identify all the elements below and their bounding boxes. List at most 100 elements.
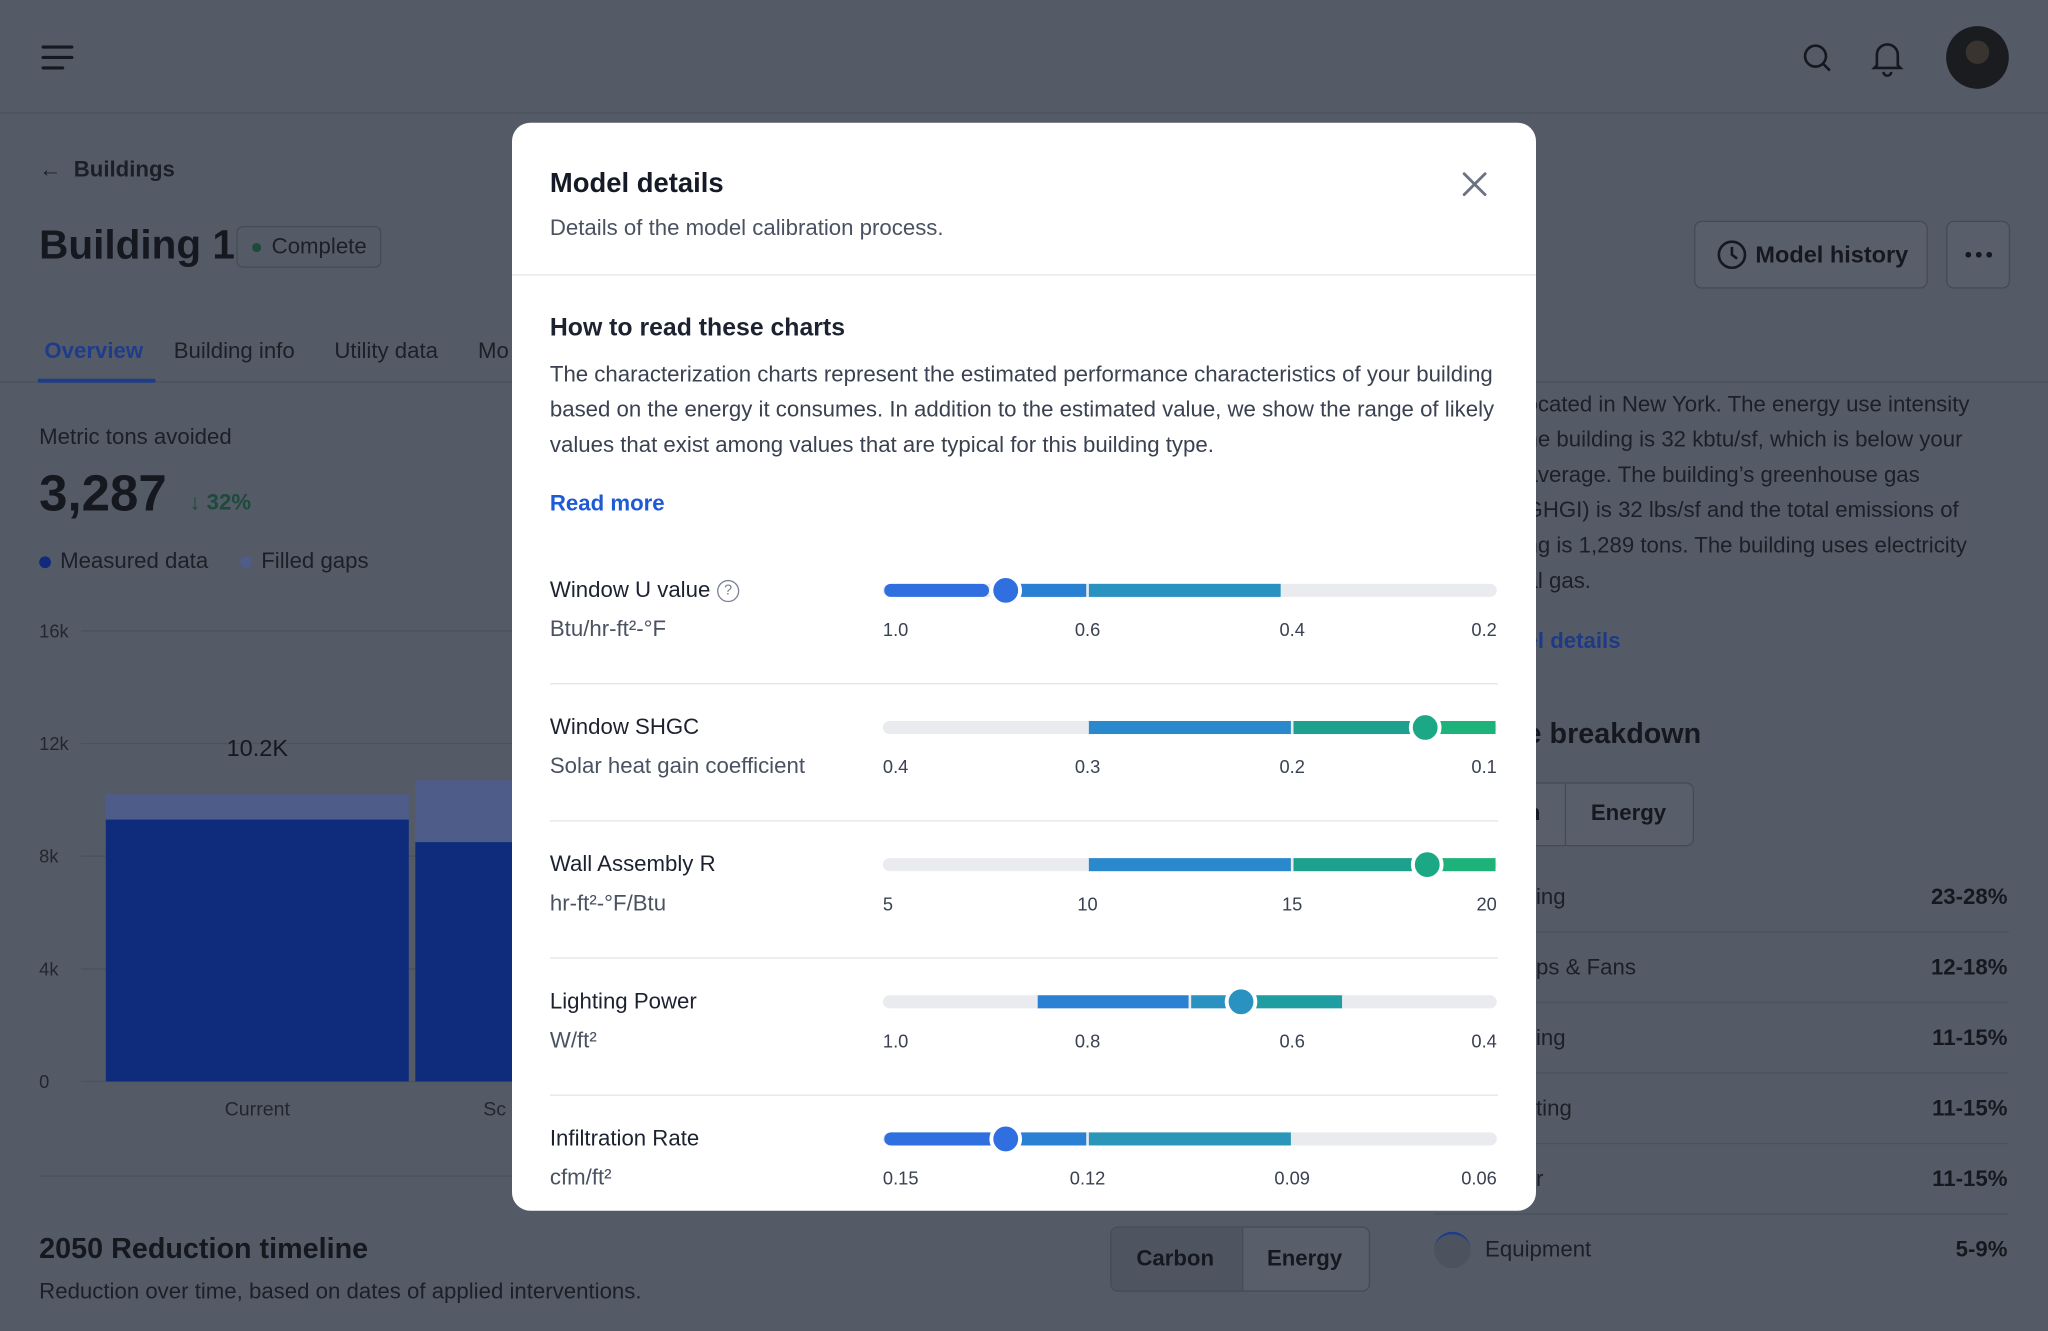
bar-segment — [415, 842, 523, 1082]
row-divider — [1434, 1142, 2009, 1145]
legend-label: Measured data — [60, 548, 209, 574]
tick-label: 0.12 — [1070, 1168, 1106, 1189]
modal-title: Model details — [549, 168, 724, 199]
back-link[interactable]: ← Buildings — [39, 156, 175, 182]
slider-unit: Solar heat gain coefficient — [549, 753, 805, 779]
timeline-tab[interactable]: Carbon — [1136, 1246, 1215, 1271]
tick-label: 0.06 — [1461, 1168, 1497, 1189]
tick-label: 0.1 — [1471, 756, 1496, 777]
estimate-marker — [989, 574, 1023, 607]
tab[interactable]: Building info — [173, 338, 295, 364]
close-button[interactable] — [1462, 171, 1488, 197]
bell-icon[interactable] — [1871, 43, 1904, 78]
slider-track — [882, 995, 1497, 1009]
row-label: ps & Fans — [1535, 954, 1636, 980]
x-tick-label: Current — [225, 1098, 291, 1120]
details-link[interactable]: el details — [1525, 628, 1621, 654]
range-segment — [1088, 1132, 1291, 1146]
y-tick-label: 8k — [39, 846, 59, 867]
tab-separator — [1464, 783, 1567, 846]
section-body: The characterization charts represent th… — [549, 361, 1495, 458]
y-tick-label: 4k — [39, 958, 59, 979]
slider: 1.0 0.8 0.6 0.4 — [882, 985, 1497, 1052]
slider-unit: cfm/ft² — [549, 1165, 612, 1190]
row-value: 23-28% — [1930, 884, 2008, 910]
status-text: Complete — [271, 233, 367, 259]
tick-label: 0.2 — [1279, 756, 1304, 777]
y-tick-label: 12k — [39, 733, 69, 754]
tick-label: 5 — [883, 893, 893, 914]
tick-label: 1.0 — [883, 1031, 908, 1052]
divider — [511, 274, 1536, 276]
range-segment — [1436, 720, 1496, 735]
tab[interactable]: Overview — [44, 338, 144, 364]
breakdown-title: e breakdown — [1525, 717, 1702, 750]
help-icon[interactable]: ? — [717, 579, 740, 603]
timeline-title: 2050 Reduction timeline — [39, 1231, 369, 1265]
slider: 0.15 0.12 0.09 0.06 — [882, 1122, 1497, 1189]
history-button[interactable]: Model history — [1694, 220, 1928, 289]
legend-dot — [39, 556, 51, 569]
tick-label: 0.8 — [1075, 1031, 1100, 1052]
timeline-tab[interactable]: Energy — [1266, 1246, 1343, 1271]
tick-label: 15 — [1282, 893, 1302, 914]
row-label: ting — [1535, 1095, 1572, 1121]
tab[interactable]: Mo — [478, 338, 509, 364]
row-value: 5-9% — [1955, 1236, 2008, 1262]
more-button[interactable] — [1946, 220, 2011, 289]
bar-segment — [105, 819, 409, 1082]
row-label: r — [1535, 1166, 1544, 1192]
estimate-marker — [1224, 985, 1258, 1019]
menu-icon[interactable] — [41, 45, 74, 70]
y-tick-label: 0 — [39, 1071, 49, 1092]
divider — [549, 820, 1499, 822]
search-icon[interactable] — [1803, 44, 1831, 72]
summary-line: ng is 1,289 tons. The building uses elec… — [1525, 532, 1968, 558]
summary-line: he building is 32 kbtu/sf, which is belo… — [1525, 427, 1963, 452]
range-segment — [884, 583, 990, 597]
legend-label: Filled gaps — [261, 548, 369, 574]
metric-value: 3,287 — [39, 466, 167, 523]
slider-label: Window U value — [549, 577, 711, 603]
tick-label: 0.2 — [1471, 619, 1496, 640]
history-text: Model history — [1755, 241, 1909, 268]
bar-segment — [105, 794, 409, 820]
back-text: Buildings — [73, 156, 175, 182]
tick-label: 0.3 — [1075, 756, 1100, 777]
row-divider — [1434, 931, 2009, 933]
tab-underline — [37, 378, 156, 383]
row-label: Equipment — [1485, 1236, 1592, 1262]
slider-label: Wall Assembly R — [549, 851, 716, 877]
tick-label: 0.4 — [883, 756, 908, 777]
slider-unit: W/ft² — [549, 1027, 597, 1053]
slider-unit: Btu/hr-ft²-°F — [549, 616, 667, 642]
range-segment — [1088, 583, 1281, 597]
slider-label: Infiltration Rate — [549, 1125, 700, 1151]
legend-dot — [240, 556, 253, 569]
slider: 1.0 0.6 0.4 0.2 — [882, 574, 1497, 640]
range-segment — [1242, 995, 1343, 1009]
row-label: ing — [1535, 1025, 1566, 1051]
tab[interactable]: Utility data — [334, 338, 439, 364]
breakdown-tab[interactable]: Energy — [1590, 800, 1667, 826]
range-segment — [884, 1132, 1005, 1146]
bar-segment — [415, 780, 523, 843]
range-segment — [1088, 720, 1291, 735]
tab-active — [1111, 1227, 1244, 1291]
divider — [549, 1094, 1499, 1096]
row-label: ing — [1535, 884, 1566, 910]
row-value: 11-15% — [1932, 1095, 2008, 1121]
page-title: Building 1 — [39, 222, 235, 268]
y-tick-label: 16k — [39, 620, 69, 641]
modal-subtitle: Details of the model calibration process… — [549, 215, 944, 241]
range-segment — [1293, 720, 1435, 735]
metric-label: Metric tons avoided — [39, 424, 232, 450]
metric-change: ↓ 32% — [189, 489, 252, 515]
range-segment — [1007, 1132, 1087, 1146]
read-more[interactable]: Read more — [549, 491, 665, 516]
dots-icon — [1965, 251, 1993, 258]
estimate-marker — [989, 1122, 1023, 1156]
timeline-subtitle: Reduction over time, based on dates of a… — [39, 1278, 642, 1304]
range-segment — [1088, 858, 1291, 872]
